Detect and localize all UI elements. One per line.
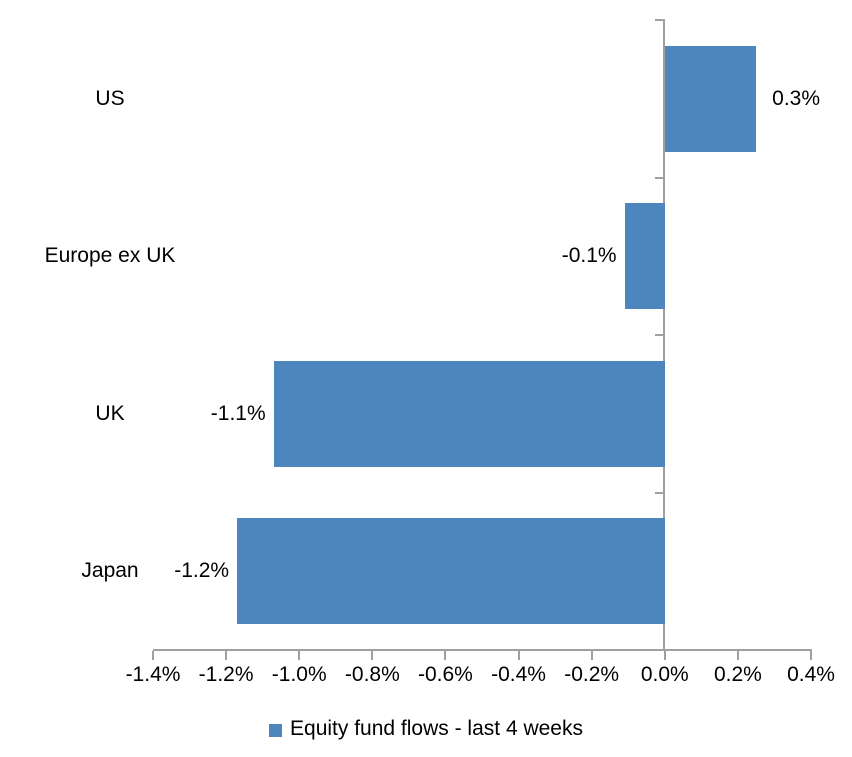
data-label: -1.1% bbox=[210, 401, 266, 425]
x-axis-tick bbox=[517, 651, 520, 660]
bar-us bbox=[664, 45, 757, 152]
category-axis-tick bbox=[654, 649, 665, 651]
x-axis-tick-label: -1.2% bbox=[198, 663, 254, 686]
x-axis-tick-label: -0.6% bbox=[418, 663, 473, 686]
x-axis-tick bbox=[590, 651, 593, 660]
x-axis-tick-label: 0.2% bbox=[713, 663, 762, 686]
x-axis-tick bbox=[736, 651, 739, 660]
data-label: 0.3% bbox=[772, 86, 821, 110]
category-label: Japan bbox=[81, 559, 139, 583]
legend-label: Equity fund flows - last 4 weeks bbox=[290, 717, 583, 740]
x-axis-tick bbox=[444, 651, 447, 660]
x-axis-tick bbox=[152, 651, 154, 660]
category-axis-tick bbox=[654, 334, 665, 336]
bar-europe-ex-uk bbox=[624, 203, 665, 310]
x-axis-tick-label: -1.4% bbox=[125, 663, 181, 686]
category-axis-tick bbox=[654, 491, 665, 494]
category-axis-tick bbox=[654, 176, 665, 179]
category-axis-tick bbox=[654, 19, 665, 21]
x-axis-tick-label: -0.8% bbox=[344, 663, 400, 686]
x-axis-tick bbox=[298, 651, 301, 660]
x-axis-tick-label: 0.0% bbox=[640, 663, 689, 686]
legend-marker-icon bbox=[269, 723, 283, 737]
x-axis-tick-label: -0.2% bbox=[564, 663, 620, 686]
x-axis-tick-label: -1.0% bbox=[271, 663, 327, 686]
category-label: US bbox=[95, 86, 125, 110]
bar-uk bbox=[273, 360, 665, 467]
x-axis-tick bbox=[225, 651, 228, 660]
x-axis-tick-label: 0.4% bbox=[787, 663, 835, 686]
bar-japan bbox=[237, 518, 665, 625]
x-axis-tick bbox=[663, 651, 666, 660]
data-label: -1.2% bbox=[174, 559, 230, 583]
legend: Equity fund flows - last 4 weeks bbox=[0, 717, 852, 741]
x-axis-tick bbox=[371, 651, 374, 660]
category-label: Europe ex UK bbox=[44, 244, 176, 268]
x-axis-tick bbox=[810, 651, 812, 660]
category-label: UK bbox=[95, 401, 125, 425]
data-label: -0.1% bbox=[561, 244, 617, 268]
value-axis-line bbox=[153, 649, 812, 651]
x-axis-tick-label: -0.4% bbox=[491, 663, 546, 686]
